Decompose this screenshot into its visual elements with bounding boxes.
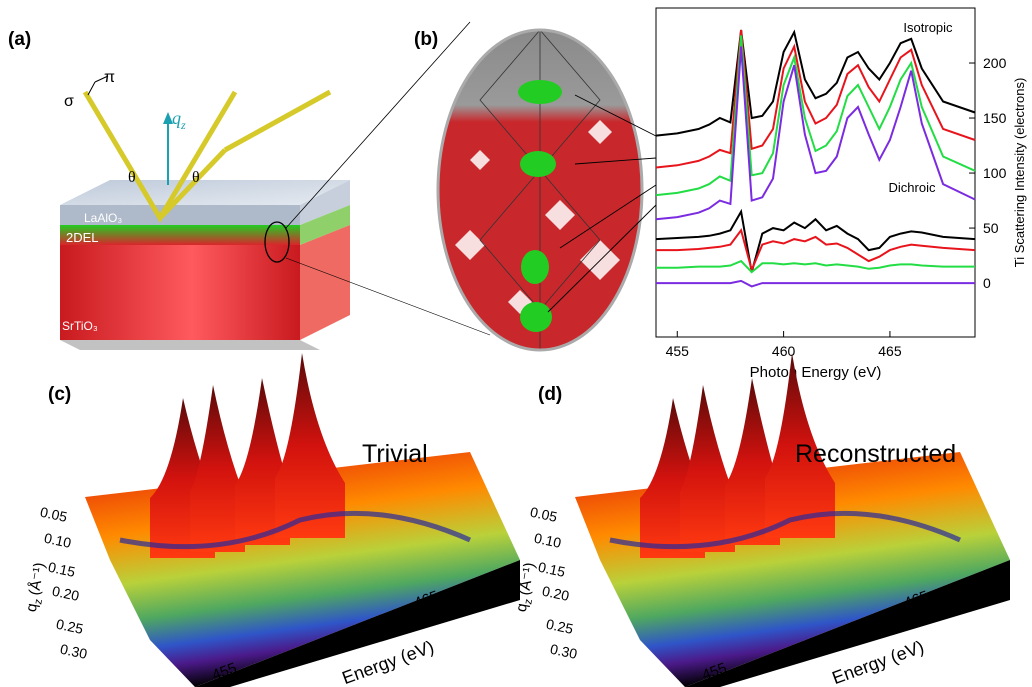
angle: θ	[192, 169, 200, 186]
qz-tick-label: 0.15	[47, 559, 77, 580]
y-tick-label: 50	[983, 220, 999, 236]
panel-label: (b)	[414, 29, 438, 50]
layer-label: SrTiO₃	[62, 319, 98, 333]
qz-tick-label: 0.10	[43, 530, 73, 551]
panel-title: Reconstructed	[795, 440, 956, 468]
qz-tick-label: 0.30	[549, 641, 579, 662]
layer-label: 2DEL	[66, 230, 99, 245]
qz-tick-label: 0.05	[39, 504, 69, 525]
x-tick-label: 465	[878, 343, 902, 359]
qz-tick-label: 0.30	[59, 641, 89, 662]
surface-peak	[275, 353, 345, 538]
qz-tick-label: 0.25	[545, 616, 575, 637]
panel-label: (d)	[538, 384, 562, 405]
qz-sub: z	[522, 598, 535, 606]
panel-title: Trivial	[362, 440, 428, 468]
y-tick-label: 150	[983, 110, 1007, 126]
y-axis-label: Ti Scattering Intensity (electrons)	[1012, 78, 1027, 268]
qz-tick-label: 0.20	[541, 583, 571, 604]
surface-panel: (d) Reconstructed 0.05 0.10 0.15 0.20 0.25 0.30…	[513, 353, 1010, 687]
annotation: Isotropic	[903, 20, 953, 35]
surfaces: (c)Trivial0.050.100.150.200.250.30qz(Å⁻¹…	[23, 353, 1010, 687]
series-line	[656, 261, 975, 272]
series-line	[656, 281, 975, 287]
qz-tick-label: 0.10	[533, 530, 563, 551]
panel-label: (a)	[8, 29, 31, 50]
panel-label: (c)	[48, 384, 71, 405]
layer-label: LaAlO₃	[84, 211, 122, 225]
qz-label: qz	[172, 108, 186, 132]
annotation: Dichroic	[889, 180, 936, 195]
qz-tick-label: 0.05	[529, 504, 559, 525]
qz-unit: (Å⁻¹)	[26, 561, 48, 596]
polarization: σ	[64, 93, 74, 110]
figure: (a) LaAlO₃ 2DEL SrTiO₃ σ π qz θ θ (b)	[0, 0, 1032, 687]
qz-tick-label: 0.20	[51, 583, 81, 604]
y-tick-label: 0	[983, 275, 991, 291]
surface-panel: (c)Trivial0.050.100.150.200.250.30qz(Å⁻¹…	[23, 353, 520, 687]
qz-sub: z	[32, 598, 45, 606]
x-axis-label: Photon Energy (eV)	[750, 364, 882, 381]
qz-tick-label: 0.15	[537, 559, 567, 580]
y-tick-label: 100	[983, 165, 1007, 181]
heterostructure	[60, 22, 490, 350]
crystal-structure	[430, 20, 656, 360]
qz-tick-label: 0.25	[55, 616, 85, 637]
polarization: π	[104, 69, 115, 86]
angle: θ	[128, 169, 136, 186]
y-tick-label: 200	[983, 55, 1007, 71]
qz-axis-label: qz(Å⁻¹)	[23, 561, 51, 613]
x-tick-label: 455	[666, 343, 690, 359]
